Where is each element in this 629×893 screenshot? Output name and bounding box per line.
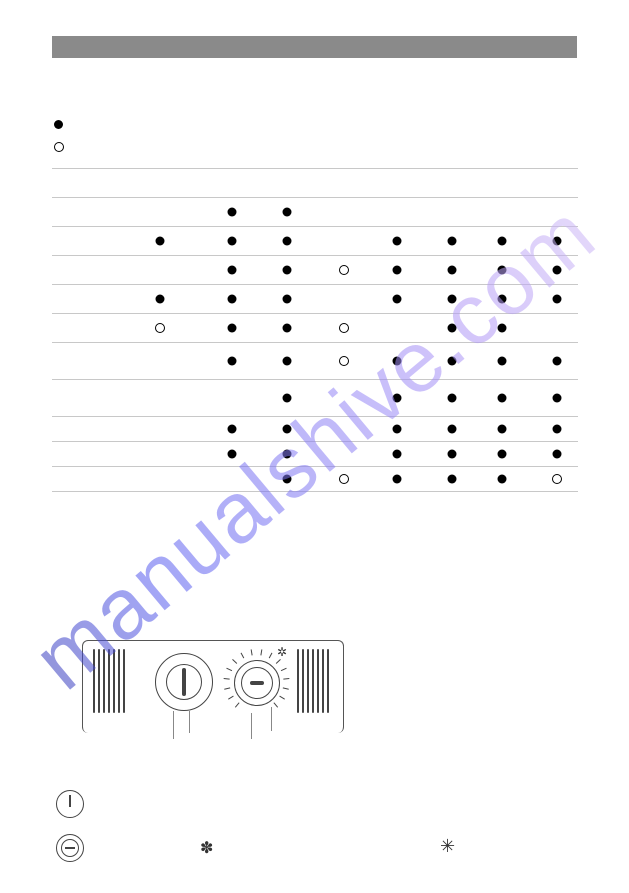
dot-open — [552, 474, 562, 484]
dot-filled — [498, 394, 507, 403]
dot-open — [339, 356, 349, 366]
dot-filled — [228, 237, 237, 246]
dot-filled — [393, 266, 402, 275]
dot-filled — [283, 425, 292, 434]
table-row — [52, 227, 578, 256]
dot-filled — [393, 357, 402, 366]
dot-filled — [448, 324, 457, 333]
dot-filled — [553, 357, 562, 366]
dot-filled — [448, 475, 457, 484]
dot-filled — [156, 237, 165, 246]
dot-filled — [498, 324, 507, 333]
dot-filled — [393, 394, 402, 403]
table-row — [52, 169, 578, 198]
dot-filled — [553, 295, 562, 304]
knob-power — [155, 653, 213, 711]
dot-filled — [283, 237, 292, 246]
dot-open — [339, 323, 349, 333]
dot-filled — [448, 394, 457, 403]
dot-filled — [156, 295, 165, 304]
dot-filled — [283, 357, 292, 366]
dot-filled — [553, 394, 562, 403]
dot-filled — [393, 450, 402, 459]
dot-filled — [553, 237, 562, 246]
dot-filled — [393, 237, 402, 246]
table-row — [52, 417, 578, 442]
dot-filled — [448, 237, 457, 246]
dot-filled — [283, 450, 292, 459]
dot-filled — [228, 266, 237, 275]
legend-filled-dot — [54, 120, 63, 129]
legend-open-dot — [54, 142, 64, 152]
dot-filled — [448, 266, 457, 275]
snowflake-icon: ✲ — [277, 645, 287, 659]
table-row — [52, 314, 578, 343]
table-row — [52, 380, 578, 417]
table-row — [52, 285, 578, 314]
dot-filled — [228, 295, 237, 304]
dot-filled — [283, 295, 292, 304]
dot-filled — [498, 295, 507, 304]
dot-filled — [228, 357, 237, 366]
annotation-line — [251, 713, 252, 739]
dot-filled — [228, 208, 237, 217]
table-row — [52, 467, 578, 492]
dot-filled — [498, 425, 507, 434]
knob-thermostat-group: ✲ — [223, 649, 289, 715]
dot-filled — [393, 425, 402, 434]
section-header-bar — [52, 36, 577, 58]
dot-filled — [553, 450, 562, 459]
dot-filled — [393, 475, 402, 484]
annotation-line — [271, 707, 272, 731]
icon-power-knob — [56, 790, 84, 818]
dot-open — [339, 265, 349, 275]
dot-filled — [283, 394, 292, 403]
annotation-line — [189, 711, 190, 733]
icon-thermostat-knob — [56, 834, 84, 862]
dot-filled — [498, 357, 507, 366]
dot-filled — [228, 324, 237, 333]
grille-right — [297, 649, 329, 713]
fan-icon: ✽ — [200, 838, 213, 858]
table-row — [52, 256, 578, 285]
dot-filled — [448, 295, 457, 304]
dot-filled — [283, 324, 292, 333]
dot-filled — [448, 425, 457, 434]
table-row — [52, 198, 578, 227]
dot-open — [155, 323, 165, 333]
control-panel-illustration: ✲ — [82, 640, 344, 733]
dot-filled — [448, 357, 457, 366]
dot-filled — [448, 450, 457, 459]
dot-filled — [393, 295, 402, 304]
dot-filled — [553, 266, 562, 275]
dot-filled — [498, 475, 507, 484]
dot-filled — [498, 237, 507, 246]
compatibility-table — [52, 168, 578, 492]
dot-open — [339, 474, 349, 484]
annotation-line — [173, 711, 174, 739]
dot-filled — [228, 425, 237, 434]
table-row — [52, 442, 578, 467]
dot-filled — [553, 425, 562, 434]
dot-filled — [498, 450, 507, 459]
table-row — [52, 343, 578, 380]
dot-filled — [283, 208, 292, 217]
dot-filled — [498, 266, 507, 275]
dot-filled — [228, 450, 237, 459]
grille-left — [93, 649, 125, 713]
snowflake-icon: ✳ — [440, 836, 455, 857]
dot-filled — [283, 266, 292, 275]
dot-filled — [283, 475, 292, 484]
